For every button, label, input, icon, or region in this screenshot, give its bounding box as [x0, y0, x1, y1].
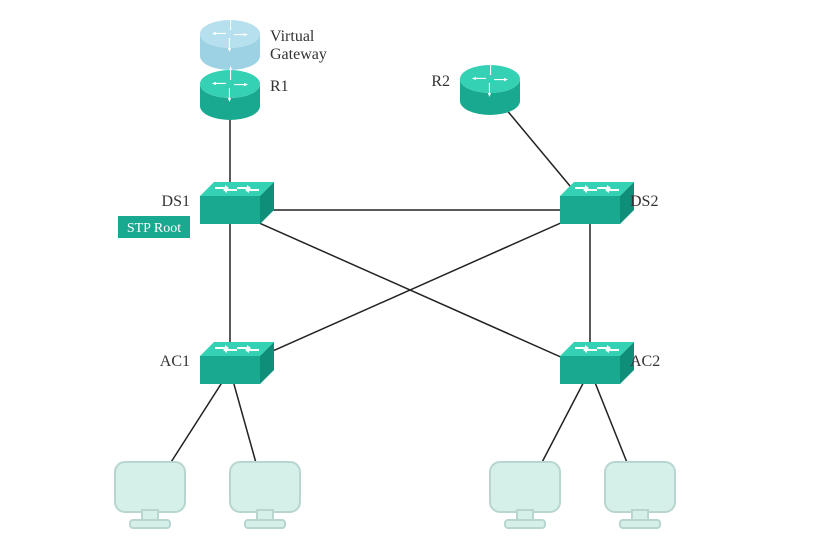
computer — [490, 462, 560, 528]
label-ac1: AC1 — [160, 353, 190, 370]
label-ds2: DS2 — [630, 193, 658, 210]
switch-AC2 — [560, 342, 634, 384]
router-R1 — [200, 66, 260, 120]
computer — [230, 462, 300, 528]
network-diagram: VirtualGateway R1 R2 DS1 STP Root DS2 AC1 AC2 — [0, 0, 840, 560]
label-virtual: Virtual — [270, 28, 315, 45]
label-r1: R1 — [270, 78, 289, 95]
links — [150, 90, 640, 495]
switch-DS2 — [560, 182, 634, 224]
label-ds1: DS1 — [162, 193, 190, 210]
computer — [605, 462, 675, 528]
label-ac2: AC2 — [630, 353, 660, 370]
router-R2 — [460, 61, 520, 115]
label-r2: R2 — [431, 73, 450, 90]
virtual-gateway — [200, 16, 260, 70]
label-virtual: Gateway — [270, 46, 327, 63]
computer — [115, 462, 185, 528]
switch-DS1 — [200, 182, 274, 224]
stp-root-badge-text: STP Root — [127, 221, 181, 236]
switch-AC1 — [200, 342, 274, 384]
